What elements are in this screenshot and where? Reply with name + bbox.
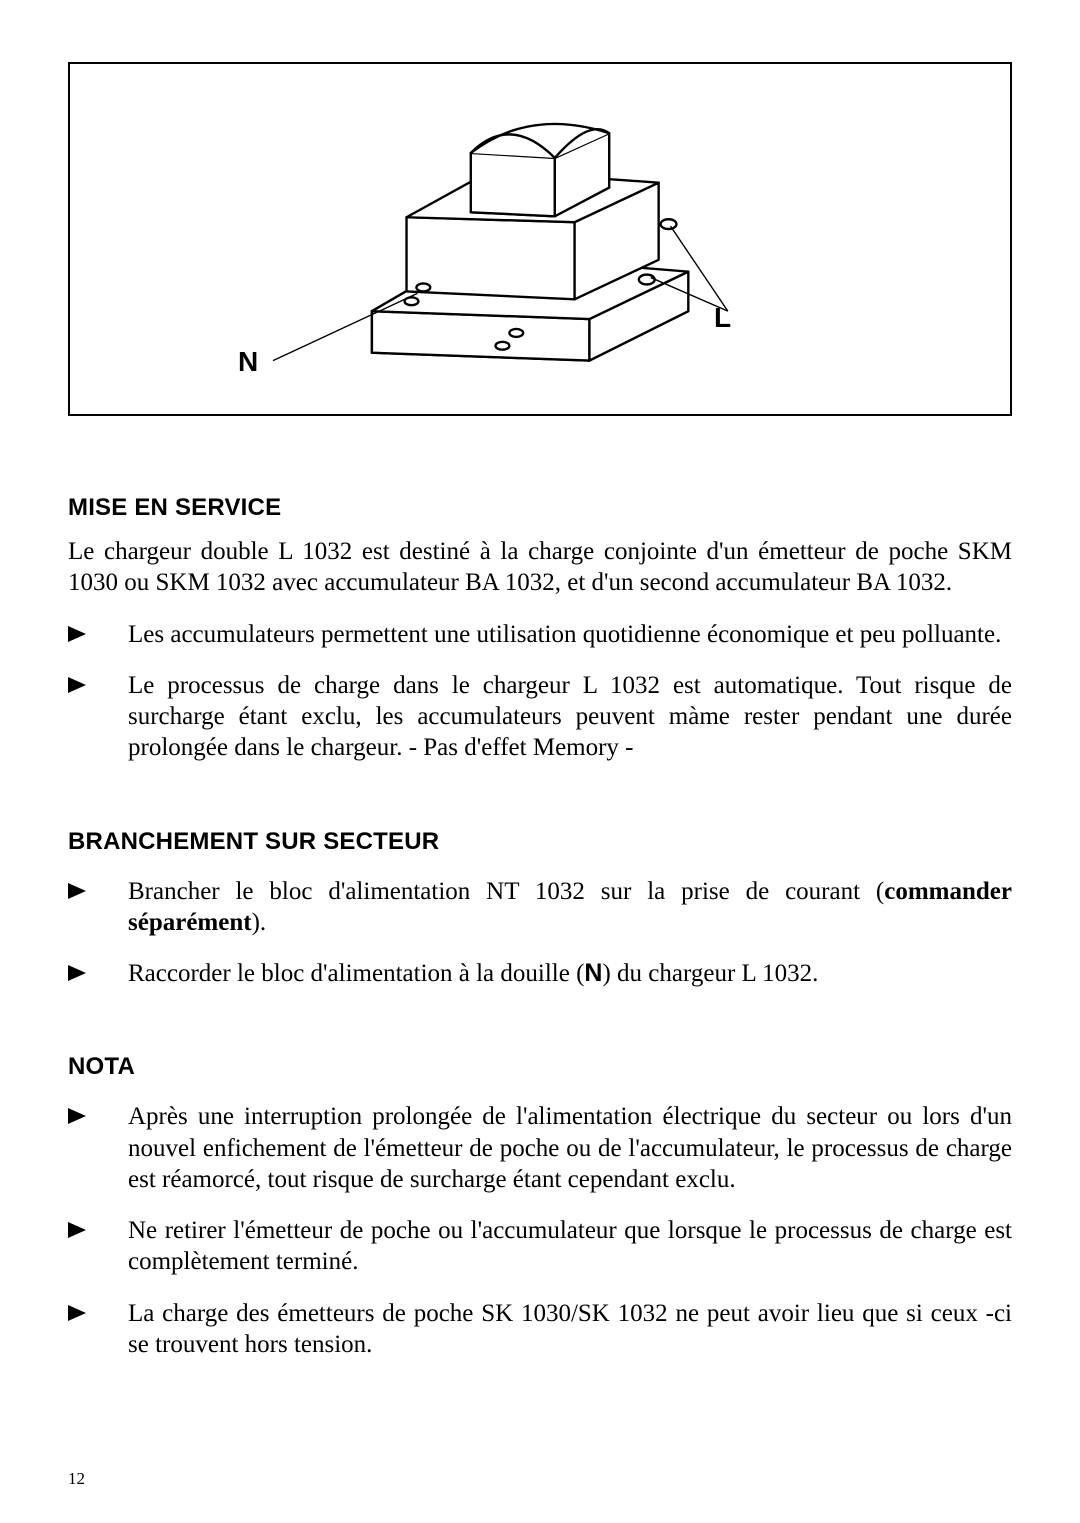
document-page: N L MISE EN SERVICE Le chargeur double L… [0,0,1080,1523]
arrow-icon [68,677,86,693]
charger-line-drawing [70,64,1010,414]
arrow-icon [68,626,86,642]
arrow-icon [68,883,86,899]
list-item: La charge des émetteurs de poche SK 1030… [68,1298,1012,1361]
list-item-text: Après une interruption prolongée de l'al… [128,1103,1012,1193]
list-item-text: Brancher le bloc d'alimentation NT 1032 … [128,878,1012,936]
list-item-text: Ne retirer l'émetteur de poche ou l'accu… [128,1217,1012,1275]
page-number: 12 [68,1469,85,1489]
list-item-text: Le processus de charge dans le chargeur … [128,672,1012,762]
heading-nota: NOTA [68,1053,1012,1081]
arrow-icon [68,1305,86,1321]
list-item: Après une interruption prolongée de l'al… [68,1101,1012,1195]
arrow-icon [68,1108,86,1124]
figure-charger-diagram: N L [68,62,1012,416]
list-item: Brancher le bloc d'alimentation NT 1032 … [68,876,1012,939]
list-item-text: La charge des émetteurs de poche SK 1030… [128,1300,1012,1358]
arrow-icon [68,965,86,981]
intro-paragraph: Le chargeur double L 1032 est destiné à … [68,536,1012,599]
list-item: Ne retirer l'émetteur de poche ou l'accu… [68,1215,1012,1278]
list-branchement: Brancher le bloc d'alimentation NT 1032 … [68,876,1012,990]
figure-label-n: N [238,346,258,378]
list-item: Les accumulateurs permettent une utilisa… [68,619,1012,650]
list-item-text: Les accumulateurs permettent une utilisa… [128,621,1001,648]
heading-mise-en-service: MISE EN SERVICE [68,494,1012,522]
list-item-text: Raccorder le bloc d'alimentation à la do… [128,960,818,987]
list-item: Le processus de charge dans le chargeur … [68,670,1012,764]
list-nota: Après une interruption prolongée de l'al… [68,1101,1012,1360]
arrow-icon [68,1222,86,1238]
heading-branchement: BRANCHEMENT SUR SECTEUR [68,828,1012,856]
figure-label-l: L [714,302,731,334]
list-mise-en-service: Les accumulateurs permettent une utilisa… [68,619,1012,764]
list-item: Raccorder le bloc d'alimentation à la do… [68,958,1012,989]
